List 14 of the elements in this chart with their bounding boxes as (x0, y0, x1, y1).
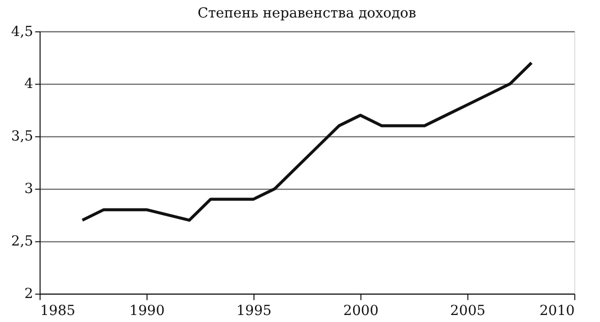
x-tick-label: 1995 (236, 302, 272, 319)
y-tick-label: 3,5 (11, 128, 34, 145)
y-tick-label: 3 (24, 181, 34, 198)
y-tick-label: 2 (24, 286, 34, 302)
y-tick-label: 4 (24, 76, 34, 92)
x-tick-label: 2010 (539, 302, 575, 319)
x-tick-label: 1990 (129, 302, 165, 319)
line-series (80, 61, 533, 222)
x-tick-label: 2005 (450, 302, 486, 319)
x-tick-label: 2000 (343, 302, 379, 319)
y-tick-label: 4,5 (11, 24, 34, 40)
y-tick-label: 2,5 (11, 234, 34, 250)
chart-title: Степень неравенства доходов (198, 5, 416, 22)
x-tick-label: 1985 (40, 302, 76, 319)
